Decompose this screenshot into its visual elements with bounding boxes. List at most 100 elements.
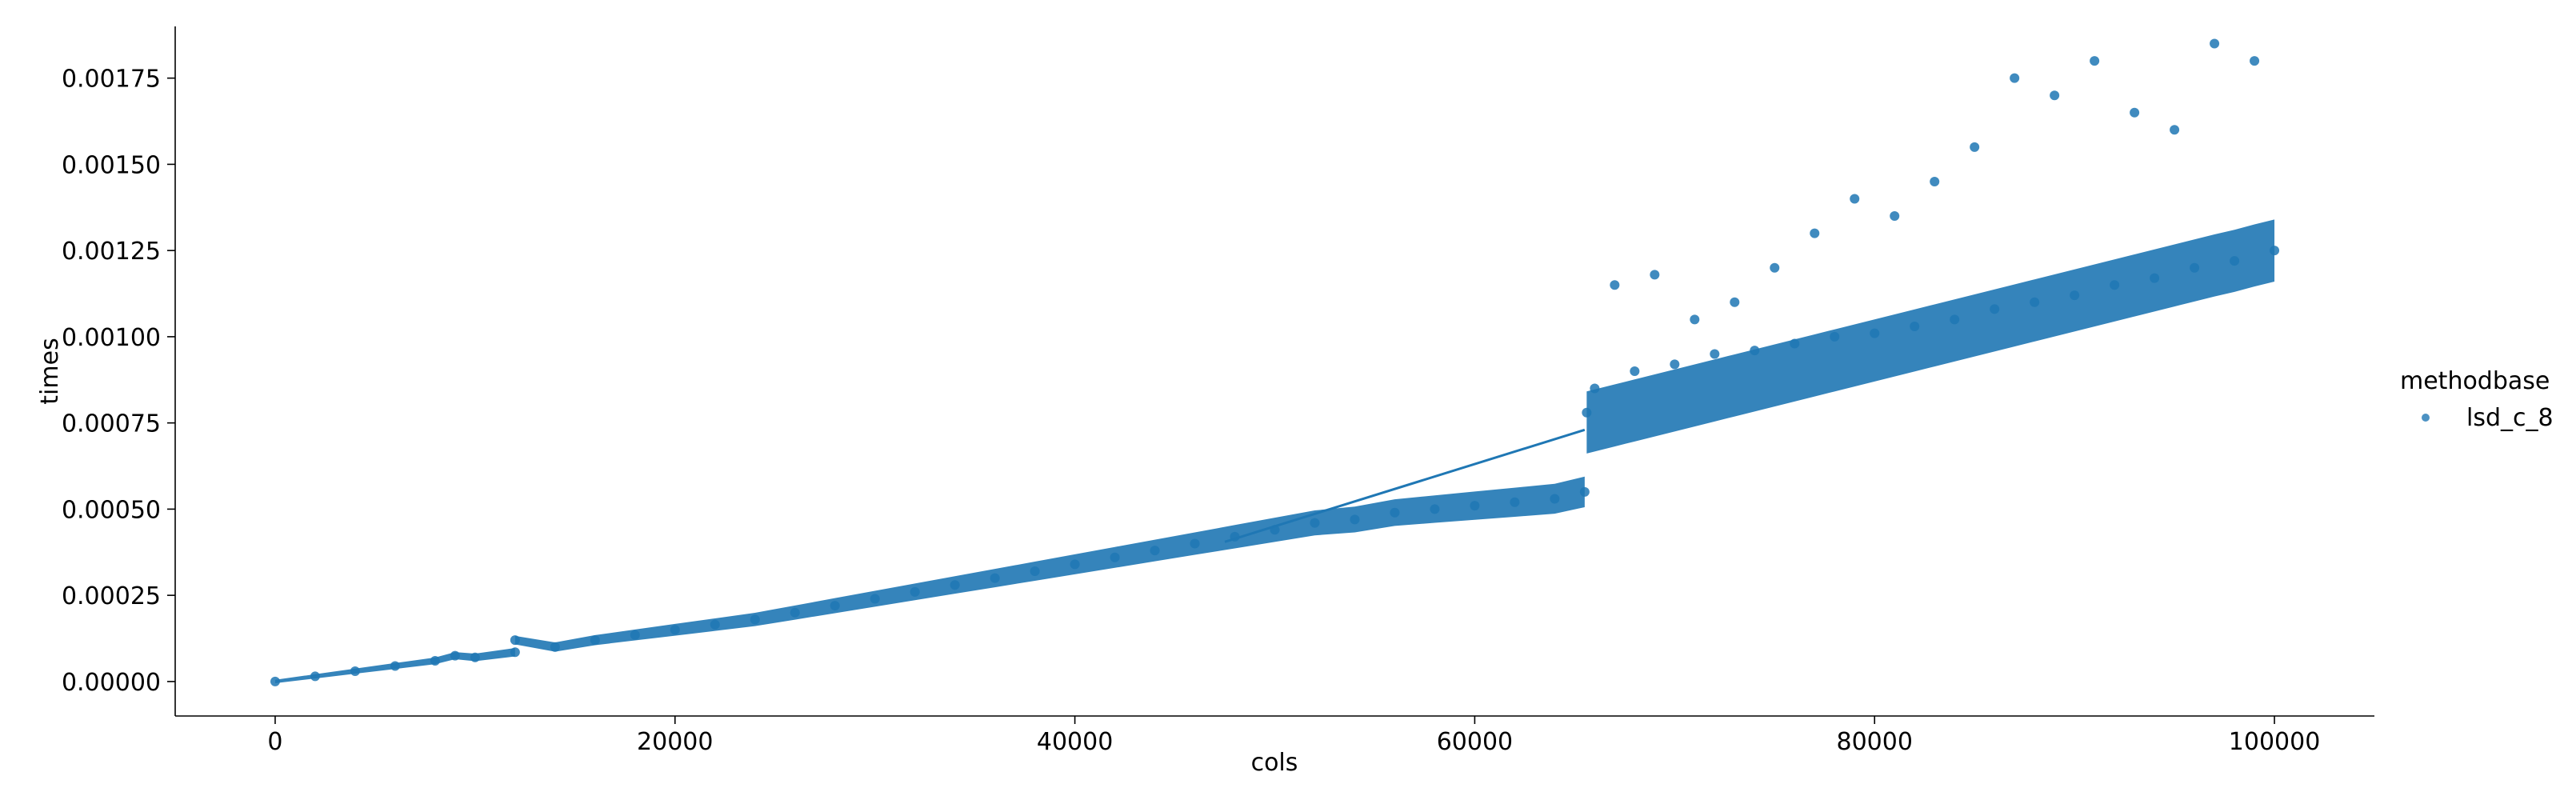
data-point: [830, 601, 840, 611]
data-point: [1690, 314, 1700, 325]
data-point: [510, 647, 520, 658]
data-point: [510, 635, 520, 646]
y-tick-label: 0.00125: [62, 238, 161, 266]
data-point: [310, 671, 320, 682]
data-point: [2190, 262, 2200, 273]
legend-title: methodbase: [2400, 367, 2550, 395]
data-point: [1890, 211, 1900, 222]
x-tick-label: 0: [267, 728, 282, 756]
x-tick-label: 80000: [1837, 728, 1913, 756]
y-tick-label: 0.00025: [62, 582, 161, 610]
data-point: [2270, 246, 2280, 256]
data-point: [1990, 304, 2000, 314]
data-point: [590, 635, 600, 646]
data-point: [1970, 142, 1980, 152]
data-point: [1630, 366, 1640, 376]
y-axis-label: times: [36, 338, 64, 404]
y-tick-label: 0.00100: [62, 324, 161, 352]
data-point: [430, 656, 440, 666]
data-point: [1670, 359, 1680, 370]
data-point: [1390, 507, 1400, 518]
data-point: [630, 630, 640, 640]
data-point: [2230, 256, 2240, 266]
axes-spines: [174, 26, 2374, 717]
x-axis-ticks: 0 20000 40000 60000 80000 100000: [267, 716, 2320, 756]
data-point: [1930, 176, 1940, 186]
data-point: [450, 650, 460, 661]
data-point: [1850, 194, 1860, 204]
data-point: [1550, 494, 1560, 504]
data-point: [2070, 290, 2080, 301]
data-point: [2250, 56, 2260, 66]
lower-point-band: [274, 476, 1585, 684]
data-point: [1810, 228, 1820, 238]
data-point: [1070, 559, 1080, 570]
data-point: [2090, 56, 2100, 66]
y-tick-label: 0.00000: [62, 669, 161, 697]
data-point: [1190, 538, 1200, 549]
x-axis-label: cols: [1251, 749, 1298, 777]
data-point: [670, 625, 680, 635]
x-tick-label: 40000: [1037, 728, 1113, 756]
data-point: [1579, 486, 1590, 497]
data-point: [2170, 125, 2180, 135]
y-tick-label: 0.00050: [62, 496, 161, 524]
y-tick-label: 0.00175: [62, 66, 161, 94]
data-point: [1650, 270, 1660, 280]
legend-marker-lsd_c_8: [2422, 414, 2430, 422]
data-point: [1430, 504, 1440, 514]
data-point: [750, 614, 760, 625]
x-tick-label: 60000: [1437, 728, 1513, 756]
data-point: [990, 573, 1000, 583]
data-point: [270, 676, 280, 686]
data-point: [1950, 314, 1960, 325]
data-point: [950, 580, 960, 590]
data-point: [1750, 346, 1760, 356]
data-point: [1030, 566, 1040, 576]
data-point: [790, 607, 800, 618]
data-point: [1870, 328, 1880, 338]
scatter-points: [270, 38, 2280, 686]
data-point: [390, 661, 400, 671]
data-point: [470, 652, 480, 662]
data-point: [710, 619, 720, 630]
data-point: [1730, 297, 1740, 307]
point-cloud: [274, 219, 2275, 684]
data-point: [870, 594, 880, 604]
data-point: [1830, 331, 1840, 342]
data-point: [2150, 273, 2160, 283]
y-axis-ticks: 0.00000 0.00025 0.00050 0.00075 0.00100 0.001…: [62, 66, 175, 697]
data-point: [2050, 90, 2060, 101]
data-point: [1350, 514, 1360, 525]
data-point: [2030, 297, 2040, 307]
data-point: [1610, 280, 1620, 290]
data-point: [1150, 546, 1160, 556]
data-point: [1470, 501, 1480, 511]
data-point: [350, 666, 360, 676]
upper-point-band: [1586, 219, 2275, 454]
data-point: [1790, 338, 1800, 349]
data-point: [1510, 497, 1520, 507]
y-tick-label: 0.00075: [62, 410, 161, 438]
data-point: [1310, 518, 1320, 528]
data-point: [1710, 349, 1720, 359]
legend-label-lsd_c_8: lsd_c_8: [2466, 404, 2554, 432]
data-point: [2130, 107, 2140, 118]
data-point: [1910, 321, 1920, 331]
data-point: [910, 586, 920, 597]
data-point: [1770, 262, 1780, 273]
regression-line: [1224, 428, 1586, 543]
data-point: [1590, 383, 1600, 394]
data-point: [1110, 552, 1120, 562]
x-tick-label: 20000: [637, 728, 713, 756]
data-point: [2210, 38, 2220, 49]
legend: methodbase lsd_c_8: [2400, 367, 2554, 432]
data-point: [2010, 73, 2020, 83]
data-point: [2110, 280, 2120, 290]
data-point: [550, 642, 560, 652]
connecting-line: [1224, 428, 1586, 543]
y-tick-label: 0.00150: [62, 151, 161, 179]
x-tick-label: 100000: [2229, 728, 2321, 756]
data-point: [1582, 407, 1592, 418]
